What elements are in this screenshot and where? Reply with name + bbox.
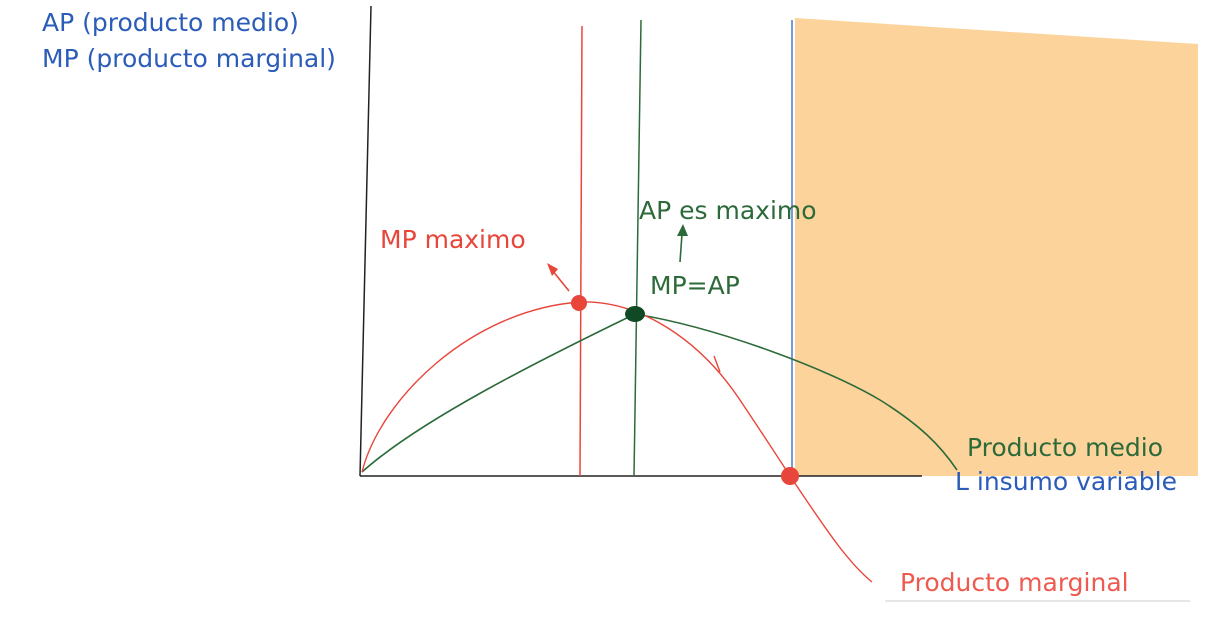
mp-max-point xyxy=(571,295,587,311)
ap-max-guide-line xyxy=(633,19,642,477)
mp-equals-ap-label: MP=AP xyxy=(650,271,740,300)
ap-max-arrowhead xyxy=(677,224,688,236)
ap-max-label: AP es maximo xyxy=(639,196,817,225)
y-axis xyxy=(359,5,372,477)
mp-equals-ap-point xyxy=(625,306,645,322)
average-product-curve xyxy=(361,313,958,473)
average-product-label: Producto medio xyxy=(967,433,1164,462)
mp-max-guide-line xyxy=(579,25,583,477)
mp-zero-point xyxy=(781,467,799,485)
ap-max-arrow xyxy=(679,233,683,263)
y-axis-label-mp: MP (producto marginal) xyxy=(42,44,336,73)
y-axis-label-ap: AP (producto medio) xyxy=(42,8,299,37)
mp-max-arrowhead xyxy=(547,263,558,276)
mp-max-arrow xyxy=(551,269,570,292)
shaded-region xyxy=(795,18,1198,476)
marginal-product-curve xyxy=(361,301,873,583)
marginal-product-label: Producto marginal xyxy=(900,568,1129,597)
marginal-curve-tick xyxy=(713,355,721,373)
mp-max-label: MP maximo xyxy=(380,225,526,254)
x-axis-label: L insumo variable xyxy=(955,467,1177,496)
